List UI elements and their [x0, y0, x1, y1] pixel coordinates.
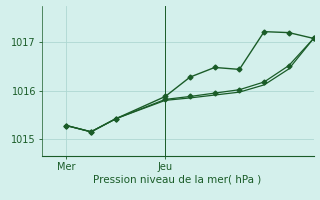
X-axis label: Pression niveau de la mer( hPa ): Pression niveau de la mer( hPa )	[93, 174, 262, 184]
